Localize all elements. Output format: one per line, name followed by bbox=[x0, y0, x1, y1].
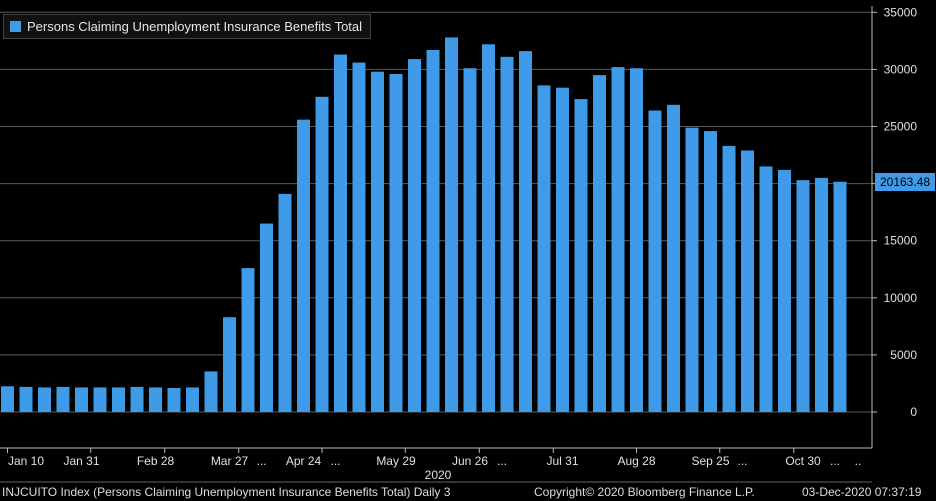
bar bbox=[297, 119, 310, 412]
copyright-text: Copyright© 2020 Bloomberg Finance L.P. bbox=[534, 485, 755, 499]
y-tick-label: 35000 bbox=[884, 5, 918, 19]
y-tick-label: 25000 bbox=[884, 120, 918, 134]
x-tick-label: Jan 31 bbox=[63, 454, 99, 468]
y-tick-label: 5000 bbox=[890, 348, 917, 362]
y-tick-label: 30000 bbox=[884, 62, 918, 76]
bar bbox=[611, 67, 625, 412]
bar bbox=[537, 85, 551, 412]
bar bbox=[167, 388, 181, 412]
ticker-text: INJCUITO Index (Persons Claiming Unemplo… bbox=[2, 485, 451, 499]
bar bbox=[38, 387, 51, 412]
bar bbox=[630, 68, 643, 413]
x-tick-label: Oct 30 bbox=[785, 454, 821, 468]
bar bbox=[833, 181, 847, 412]
y-tick-label: 15000 bbox=[884, 234, 918, 248]
x-tick-ellipsis: ... bbox=[497, 454, 507, 468]
bar bbox=[500, 56, 514, 412]
bar bbox=[186, 387, 199, 412]
chart-legend: Persons Claiming Unemployment Insurance … bbox=[3, 14, 372, 39]
bar bbox=[130, 386, 144, 412]
bar bbox=[426, 49, 440, 413]
bar bbox=[19, 386, 33, 412]
bar bbox=[334, 54, 347, 412]
bar bbox=[704, 131, 717, 412]
bar bbox=[815, 177, 828, 412]
bar bbox=[796, 180, 810, 412]
y-tick-label: 10000 bbox=[884, 291, 918, 305]
bar bbox=[93, 387, 107, 412]
x-tick-ellipsis: ... bbox=[737, 454, 747, 468]
bar bbox=[278, 193, 292, 412]
last-value-badge: 20163.48 bbox=[875, 173, 935, 191]
bar bbox=[667, 104, 680, 412]
bar bbox=[574, 99, 588, 412]
bar bbox=[352, 62, 366, 412]
bar bbox=[593, 75, 606, 413]
bar bbox=[241, 268, 255, 412]
bar bbox=[371, 71, 384, 413]
bar bbox=[56, 386, 70, 412]
timestamp-text: 03-Dec-2020 07:37:19 bbox=[802, 485, 922, 499]
x-tick-label: Jun 26 bbox=[452, 454, 488, 468]
x-axis-label: 2020 bbox=[425, 468, 452, 482]
bar bbox=[75, 387, 88, 412]
bar bbox=[778, 169, 791, 412]
bar bbox=[149, 387, 162, 412]
bar bbox=[445, 37, 458, 412]
bar bbox=[389, 73, 403, 412]
bar bbox=[482, 44, 495, 412]
bar bbox=[741, 150, 754, 412]
chart-footer: INJCUITO Index (Persons Claiming Unemplo… bbox=[0, 483, 936, 501]
bar bbox=[556, 87, 569, 412]
bar bbox=[759, 166, 773, 412]
legend-swatch bbox=[10, 21, 21, 32]
x-tick-label: Sep 25 bbox=[691, 454, 729, 468]
x-tick-ellipsis: ... bbox=[256, 454, 266, 468]
x-tick-label: Jan 10 bbox=[8, 454, 44, 468]
bar bbox=[722, 145, 736, 412]
bar bbox=[463, 68, 477, 413]
x-tick-label: Apr 24 bbox=[286, 454, 322, 468]
bar bbox=[519, 51, 532, 413]
x-tick-ellipsis: ... bbox=[330, 454, 340, 468]
x-tick-label: Jul 31 bbox=[546, 454, 578, 468]
x-tick-ellipsis: .. bbox=[855, 454, 862, 468]
x-tick-ellipsis: ... bbox=[830, 454, 840, 468]
x-tick-label: Feb 28 bbox=[137, 454, 175, 468]
bar bbox=[260, 223, 273, 412]
y-tick-label: 0 bbox=[910, 405, 917, 419]
bar bbox=[1, 386, 14, 412]
bar bbox=[112, 387, 125, 412]
bar bbox=[204, 371, 218, 412]
bar bbox=[315, 96, 329, 413]
x-tick-label: May 29 bbox=[376, 454, 416, 468]
bar bbox=[685, 127, 699, 412]
legend-label: Persons Claiming Unemployment Insurance … bbox=[27, 19, 363, 34]
x-tick-label: Mar 27 bbox=[211, 454, 249, 468]
bar bbox=[648, 110, 662, 413]
bar bbox=[223, 317, 236, 412]
x-tick-label: Aug 28 bbox=[617, 454, 655, 468]
bar bbox=[408, 59, 421, 412]
